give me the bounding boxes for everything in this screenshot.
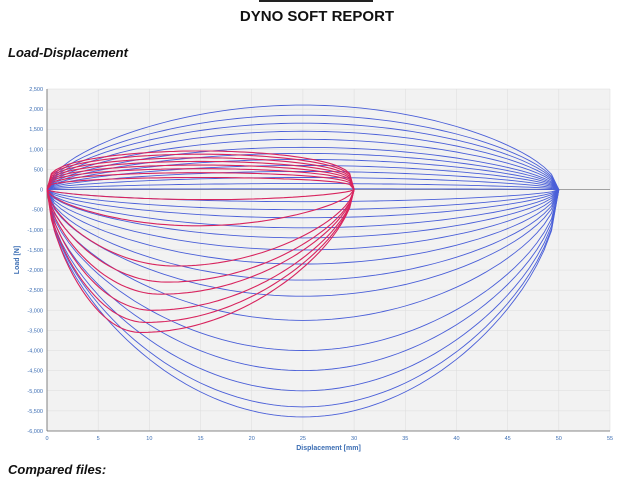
y-tick-label: 0 — [40, 188, 43, 194]
red-compression-curve — [46, 189, 355, 311]
plot-area — [47, 89, 610, 431]
y-tick-label: -6,000 — [27, 429, 43, 435]
y-tick-label: -4,500 — [27, 369, 43, 375]
y-tick-label: 2,500 — [29, 87, 43, 93]
blue-compression-curve — [46, 189, 560, 351]
tick-labels: 0 5 10 15 20 25 30 35 40 45 50 55 -6,000 -5,500 -5,000… — [27, 87, 613, 442]
y-axis-label: Load [N] — [14, 246, 21, 274]
blue-extension-curve — [46, 138, 560, 190]
x-tick-label: 15 — [197, 436, 203, 442]
curves — [46, 104, 610, 418]
red-extension-curve — [46, 150, 355, 190]
red-extension-curve — [46, 168, 355, 190]
y-tick-label: -500 — [32, 208, 43, 214]
blue-extension-curve — [46, 171, 559, 191]
red-compression-curve — [46, 189, 355, 323]
red-extension-curve — [46, 160, 355, 190]
y-tick-label: -2,500 — [27, 288, 43, 294]
blue-extension-curve — [46, 104, 560, 190]
red-compression-curve — [46, 189, 355, 333]
x-tick-label: 0 — [45, 436, 48, 442]
blue-extension-curve — [46, 188, 559, 191]
blue-extension-curve — [46, 164, 560, 190]
x-tick-label: 25 — [300, 436, 306, 442]
x-tick-label: 10 — [146, 436, 152, 442]
section-heading-compared-files: Compared files: — [8, 462, 107, 477]
red-compression-curve — [46, 189, 355, 267]
blue-compression-curve — [46, 189, 560, 372]
y-tick-label: -1,500 — [27, 248, 43, 254]
blue-compression-curve — [46, 189, 560, 281]
blue-extension-curve — [46, 152, 560, 190]
blue-extension-curve — [46, 146, 560, 190]
x-tick-label: 30 — [351, 436, 357, 442]
load-displacement-chart: 0 5 10 15 20 25 30 35 40 45 50 55 -6,000 -5,500 -5,000… — [14, 87, 613, 452]
red-extension-curve — [46, 164, 355, 190]
x-tick-label: 40 — [453, 436, 459, 442]
red-extension-curve — [46, 176, 355, 190]
blue-extension-curve — [46, 122, 560, 190]
y-tick-label: 1,000 — [29, 147, 43, 153]
blue-extension-curve — [46, 130, 560, 190]
red-compression-curve — [46, 189, 355, 227]
section-heading-load-displacement: Load-Displacement — [8, 45, 128, 60]
blue-compression-curve — [46, 189, 560, 321]
x-tick-label: 50 — [556, 436, 562, 442]
red-extension-curve — [46, 153, 355, 190]
red-compression-curve — [46, 189, 355, 283]
y-tick-label: -5,000 — [27, 389, 43, 395]
x-tick-label: 5 — [97, 436, 100, 442]
y-tick-label: -3,500 — [27, 328, 43, 334]
blue-compression-curve — [46, 189, 560, 239]
x-tick-label: 20 — [249, 436, 255, 442]
blue-extension-curve — [46, 158, 560, 190]
y-tick-label: -5,500 — [27, 409, 43, 415]
y-tick-label: -2,000 — [27, 268, 43, 274]
blue-extension-curve — [46, 177, 559, 191]
blue-compression-curve — [46, 189, 560, 219]
y-tick-label: -1,000 — [27, 228, 43, 234]
red-compression-curve — [46, 189, 355, 201]
blue-compression-curve — [46, 189, 560, 408]
y-tick-label: 1,500 — [29, 127, 43, 133]
blue-extension-curve — [46, 183, 559, 191]
x-tick-label: 45 — [505, 436, 511, 442]
y-tick-label: 2,000 — [29, 107, 43, 113]
red-compression-curve — [46, 189, 355, 295]
red-extension-curve — [46, 157, 355, 190]
report-title: DYNO SOFT REPORT — [239, 8, 395, 25]
x-axis-label: Displacement [mm] — [296, 445, 361, 452]
y-tick-label: -4,000 — [27, 349, 43, 355]
blue-compression-curve — [46, 189, 560, 297]
blue-extension-curve — [46, 114, 560, 190]
blue-compression-curve — [46, 189, 560, 229]
blue-compression-curve — [46, 189, 559, 211]
blue-compression-curve — [46, 189, 560, 392]
x-tick-label: 55 — [607, 436, 613, 442]
top-rule — [259, 0, 373, 2]
y-tick-label: 500 — [34, 167, 43, 173]
y-tick-label: -3,000 — [27, 308, 43, 314]
red-extension-curve — [46, 172, 355, 190]
blue-compression-curve — [46, 189, 560, 418]
x-tick-label: 35 — [402, 436, 408, 442]
